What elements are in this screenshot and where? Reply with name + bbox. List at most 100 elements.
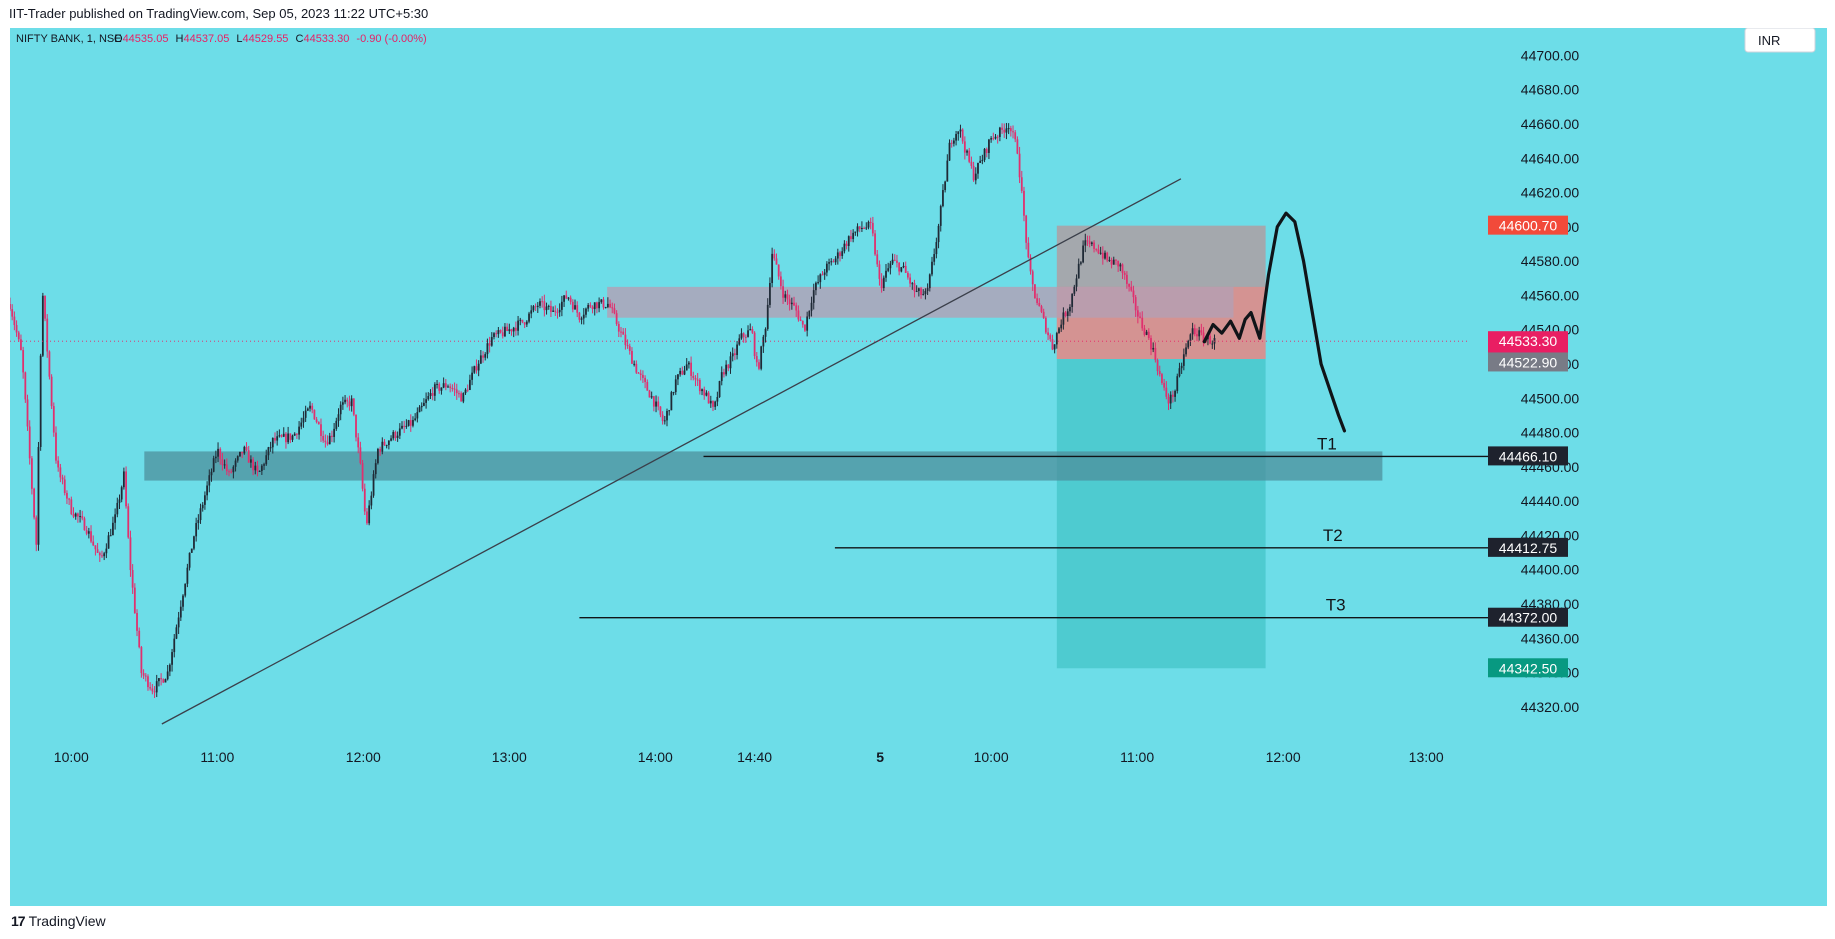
candle-body [598,302,601,309]
brand-name: TradingView [28,913,106,929]
candle-body [190,548,193,553]
candle-body [782,286,784,298]
candle-body [1075,278,1078,287]
candle-body [543,301,546,311]
candle-body [455,389,458,394]
candle-body [510,329,513,332]
candle-body [475,366,478,371]
candle-body [311,405,314,410]
candle-body [677,374,679,380]
candle-body [858,226,861,230]
candle-body [469,379,471,390]
candle-body [140,647,143,674]
candle-body [208,475,211,486]
candle-body [306,408,309,411]
candle-body [727,364,730,369]
candle-body [350,398,353,407]
candle-body [961,129,964,142]
candle-body [898,262,901,272]
x-tick-label: 13:00 [492,749,527,765]
candle-body [267,447,270,456]
candle-body [46,318,49,352]
candle-body [50,376,53,407]
candle-body [250,459,252,463]
candle-body [606,303,609,308]
candle-body [681,370,684,375]
candle-body [352,398,355,415]
candle-body [688,362,690,365]
candle-body [560,301,563,310]
candle-body [171,652,173,665]
candle-body [911,283,914,285]
candle-body [1200,330,1203,333]
candle-body [744,336,747,338]
candle-body [320,424,322,436]
candle-body [541,301,544,303]
currency-button[interactable] [1744,27,1816,53]
candle-body [436,383,438,385]
candle-body [532,306,535,311]
candle-body [442,383,445,388]
candle-body [1025,215,1028,243]
candle-body [81,516,84,519]
candle-body [28,426,31,459]
candle-body [254,465,257,471]
target-price-badge [1488,658,1568,678]
candle-body [109,535,112,537]
candle-body [265,455,268,465]
candle-body [482,355,484,358]
candle-body [1036,298,1039,303]
candle-body [501,332,504,337]
candle-body [309,405,311,409]
candle-body [298,426,300,435]
candle-body [915,291,918,293]
candle-body [950,142,953,144]
candle-body [887,268,890,271]
candle-body [716,396,719,402]
target-line-price-t3-price: 44372.00 [1499,610,1558,626]
candle-body [87,531,90,534]
candle-body [147,676,149,688]
candle-body [1165,387,1168,397]
candle-body [418,407,421,413]
candle-body [613,308,616,314]
candle-body [1014,132,1017,140]
candle-body [1121,264,1124,273]
candle-body [339,404,342,415]
candle-body [793,302,795,306]
candle-body [769,283,771,305]
currency-label[interactable]: INR [1758,33,1780,48]
candle-body [144,675,147,677]
candle-body [70,499,73,515]
candle-body [460,393,463,402]
candle-body [26,399,29,427]
candle-body [815,282,817,291]
candle-body [1023,190,1025,216]
candle-body [1117,260,1120,267]
candle-body [366,511,368,524]
x-tick-label: 12:00 [1266,749,1301,765]
y-tick-label: 44360.00 [1521,630,1580,646]
candle-body [963,141,966,153]
candle-body [525,321,528,325]
candle-body [22,350,25,373]
candle-body [703,389,706,396]
candle-body [738,338,741,345]
candle-body [1191,328,1194,335]
candle-body [904,265,907,273]
candle-body [396,435,399,438]
candle-body [609,303,611,308]
candle-body [720,372,723,382]
candle-body [1042,311,1045,318]
candle-body [731,353,734,357]
candle-body [1062,312,1065,325]
candle-body [749,329,752,331]
candle-body [926,288,929,291]
candle-body [701,389,703,392]
candle-body [948,142,951,161]
candle-body [103,553,106,557]
candle-body [370,495,373,506]
candle-body [1163,382,1166,388]
